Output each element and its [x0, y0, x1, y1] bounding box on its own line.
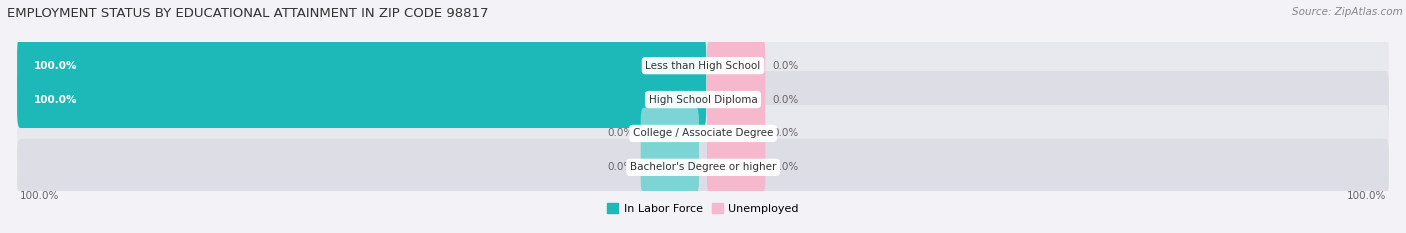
- Text: 0.0%: 0.0%: [607, 128, 633, 138]
- Text: High School Diploma: High School Diploma: [648, 95, 758, 105]
- Text: 100.0%: 100.0%: [34, 61, 77, 71]
- FancyBboxPatch shape: [707, 40, 765, 91]
- FancyBboxPatch shape: [17, 71, 706, 128]
- Text: 100.0%: 100.0%: [20, 191, 59, 201]
- Legend: In Labor Force, Unemployed: In Labor Force, Unemployed: [603, 199, 803, 218]
- FancyBboxPatch shape: [641, 142, 699, 193]
- FancyBboxPatch shape: [17, 37, 1389, 94]
- FancyBboxPatch shape: [17, 105, 1389, 162]
- FancyBboxPatch shape: [17, 139, 1389, 196]
- Text: College / Associate Degree: College / Associate Degree: [633, 128, 773, 138]
- FancyBboxPatch shape: [707, 142, 765, 193]
- Text: 100.0%: 100.0%: [34, 95, 77, 105]
- FancyBboxPatch shape: [17, 37, 706, 94]
- FancyBboxPatch shape: [17, 71, 1389, 128]
- Text: 100.0%: 100.0%: [1347, 191, 1386, 201]
- Text: 0.0%: 0.0%: [773, 162, 799, 172]
- Text: 0.0%: 0.0%: [773, 61, 799, 71]
- FancyBboxPatch shape: [641, 108, 699, 159]
- Text: Less than High School: Less than High School: [645, 61, 761, 71]
- FancyBboxPatch shape: [707, 74, 765, 125]
- Text: 0.0%: 0.0%: [773, 128, 799, 138]
- Text: 0.0%: 0.0%: [773, 95, 799, 105]
- Text: Source: ZipAtlas.com: Source: ZipAtlas.com: [1292, 7, 1403, 17]
- FancyBboxPatch shape: [707, 108, 765, 159]
- Text: 0.0%: 0.0%: [607, 162, 633, 172]
- Text: Bachelor's Degree or higher: Bachelor's Degree or higher: [630, 162, 776, 172]
- Text: EMPLOYMENT STATUS BY EDUCATIONAL ATTAINMENT IN ZIP CODE 98817: EMPLOYMENT STATUS BY EDUCATIONAL ATTAINM…: [7, 7, 488, 20]
